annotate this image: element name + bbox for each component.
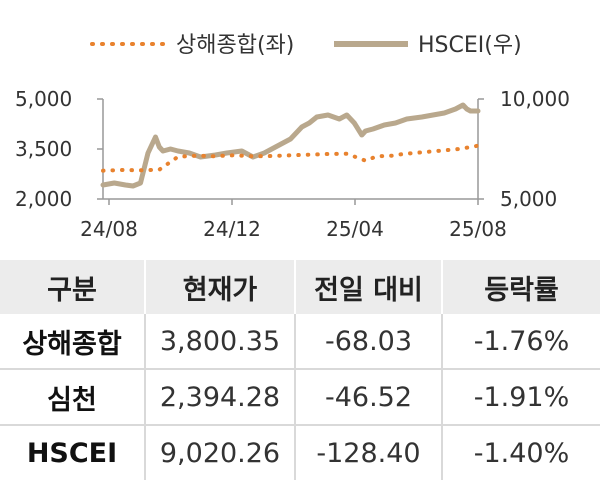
left-axis-tick-label: 2,000 [15, 187, 72, 211]
row-rate: -1.40% [441, 425, 600, 480]
legend: 상해종합(좌) HSCEI(우) [90, 33, 522, 58]
legend-label-hscei: HSCEI(우) [418, 33, 522, 58]
row-name: 상해종합 [0, 314, 145, 370]
header-category: 구분 [0, 260, 145, 314]
row-price: 2,394.28 [144, 369, 295, 426]
x-axis-tick-label: 24/12 [203, 217, 261, 241]
row-price: 9,020.26 [144, 425, 295, 480]
row-change: -128.40 [294, 425, 442, 480]
left-axis-tick-label: 3,500 [15, 137, 72, 161]
table-header-row: 구분 현재가 전일 대비 등락률 [0, 260, 600, 314]
right-axis-tick-label: 10,000 [500, 87, 570, 111]
row-name: 심천 [0, 369, 145, 426]
series-line-shanghai [101, 143, 480, 173]
x-axis-tick-label: 25/08 [449, 217, 507, 241]
series-line-hscei [100, 102, 481, 189]
header-current-price: 현재가 [144, 260, 295, 314]
header-change-rate: 등락률 [441, 260, 600, 314]
row-change: -46.52 [294, 369, 442, 426]
table-row: 상해종합 3,800.35 -68.03 -1.76% [0, 314, 600, 370]
index-table: 구분 현재가 전일 대비 등락률 상해종합 3,800.35 -68.03 -1… [0, 260, 600, 480]
legend-label-shanghai: 상해종합(좌) [176, 33, 294, 58]
x-axis-tick-label: 24/08 [80, 217, 138, 241]
left-axis-tick-label: 5,000 [15, 87, 72, 111]
row-rate: -1.76% [441, 314, 600, 370]
table-row: 심천 2,394.28 -46.52 -1.91% [0, 369, 600, 426]
index-chart: 상해종합(좌) HSCEI(우) 5,000 3,500 2,000 10,000 5,… [15, 33, 570, 241]
row-name: HSCEI [26, 437, 118, 469]
right-axis-tick-label: 5,000 [500, 187, 557, 211]
x-axis-tick-label: 25/04 [326, 217, 384, 241]
row-change: -68.03 [294, 314, 442, 370]
row-price: 3,800.35 [144, 314, 295, 370]
header-change: 전일 대비 [294, 260, 442, 314]
row-rate: -1.91% [441, 369, 600, 426]
table-row: HSCEI 9,020.26 -128.40 -1.40% [0, 425, 600, 480]
